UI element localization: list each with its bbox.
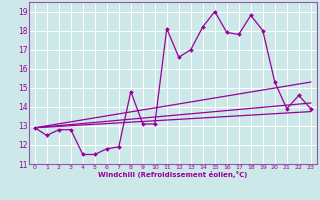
X-axis label: Windchill (Refroidissement éolien,°C): Windchill (Refroidissement éolien,°C): [98, 171, 247, 178]
